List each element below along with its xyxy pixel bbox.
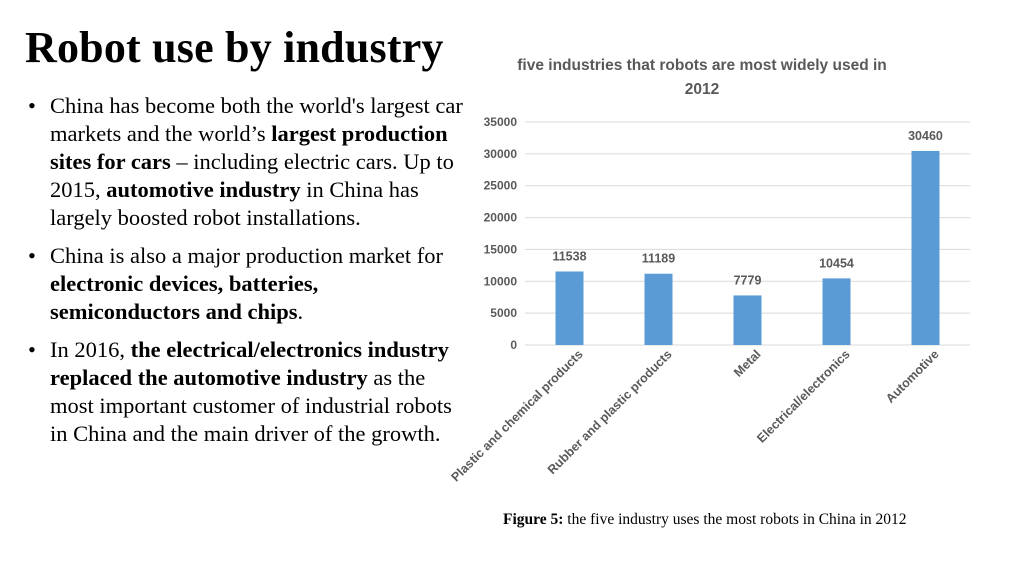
bullet-list: • China has become both the world's large… (28, 92, 468, 458)
bullet-emphasis: largest production sites for cars (50, 121, 448, 174)
y-tick-label: 15000 (484, 242, 518, 256)
y-tick-label: 20000 (484, 211, 518, 225)
bar (911, 150, 940, 345)
data-label: 30460 (908, 129, 943, 143)
bullet-item: • In 2016, the electrical/electronics ind… (28, 336, 468, 448)
y-tick-label: 5000 (490, 306, 517, 320)
bar (733, 295, 762, 345)
bullet-text: In 2016, (50, 337, 131, 362)
bar (822, 278, 851, 345)
data-label: 7779 (734, 273, 762, 287)
bar (555, 271, 584, 345)
bar (644, 273, 673, 345)
caption-label: Figure 5: (503, 511, 564, 528)
bullet-text: . (297, 299, 304, 324)
chart-title: five industries that robots are most wid… (517, 57, 887, 74)
data-label: 11538 (552, 249, 586, 263)
bullet-text: as the most important customer of indust… (50, 365, 452, 446)
bullet-item: • China has become both the world's large… (28, 92, 468, 232)
y-tick-label: 10000 (484, 274, 518, 288)
bar-chart: five industries that robots are most wid… (448, 57, 970, 484)
bullet-dot: • (28, 243, 36, 268)
bullet-emphasis: electronic devices, batteries, semicondu… (50, 271, 319, 324)
slide-title: Robot use by industry (25, 23, 444, 72)
y-tick-label: 35000 (484, 115, 518, 129)
bullet-text: China is also a major production market … (50, 243, 444, 268)
data-label: 10454 (819, 256, 854, 270)
figure-caption: Figure 5: the five industry uses the mos… (503, 511, 907, 529)
chart-title: 2012 (685, 81, 719, 98)
bullet-emphasis: the electrical/electronics industry repl… (50, 337, 449, 390)
bullet-text: – including electric cars. Up to 2015, (50, 149, 454, 202)
y-tick-label: 0 (510, 338, 517, 352)
bullet-dot: • (28, 337, 36, 362)
x-tick-label: Electrical/electronics (754, 347, 852, 445)
caption-text: the five industry uses the most robots i… (563, 511, 907, 528)
x-tick-label: Automotive (883, 347, 942, 406)
bullet-item: • China is also a major production market… (28, 242, 468, 326)
y-tick-label: 25000 (484, 179, 518, 193)
bullet-emphasis: automotive industry (106, 177, 301, 202)
x-tick-label: Metal (731, 347, 763, 379)
y-tick-label: 30000 (484, 147, 518, 161)
bullet-text: China has become both the world's larges… (50, 93, 463, 146)
bullet-dot: • (28, 93, 36, 118)
data-label: 11189 (642, 252, 675, 266)
bullet-text: in China has largely boosted robot insta… (50, 177, 419, 230)
